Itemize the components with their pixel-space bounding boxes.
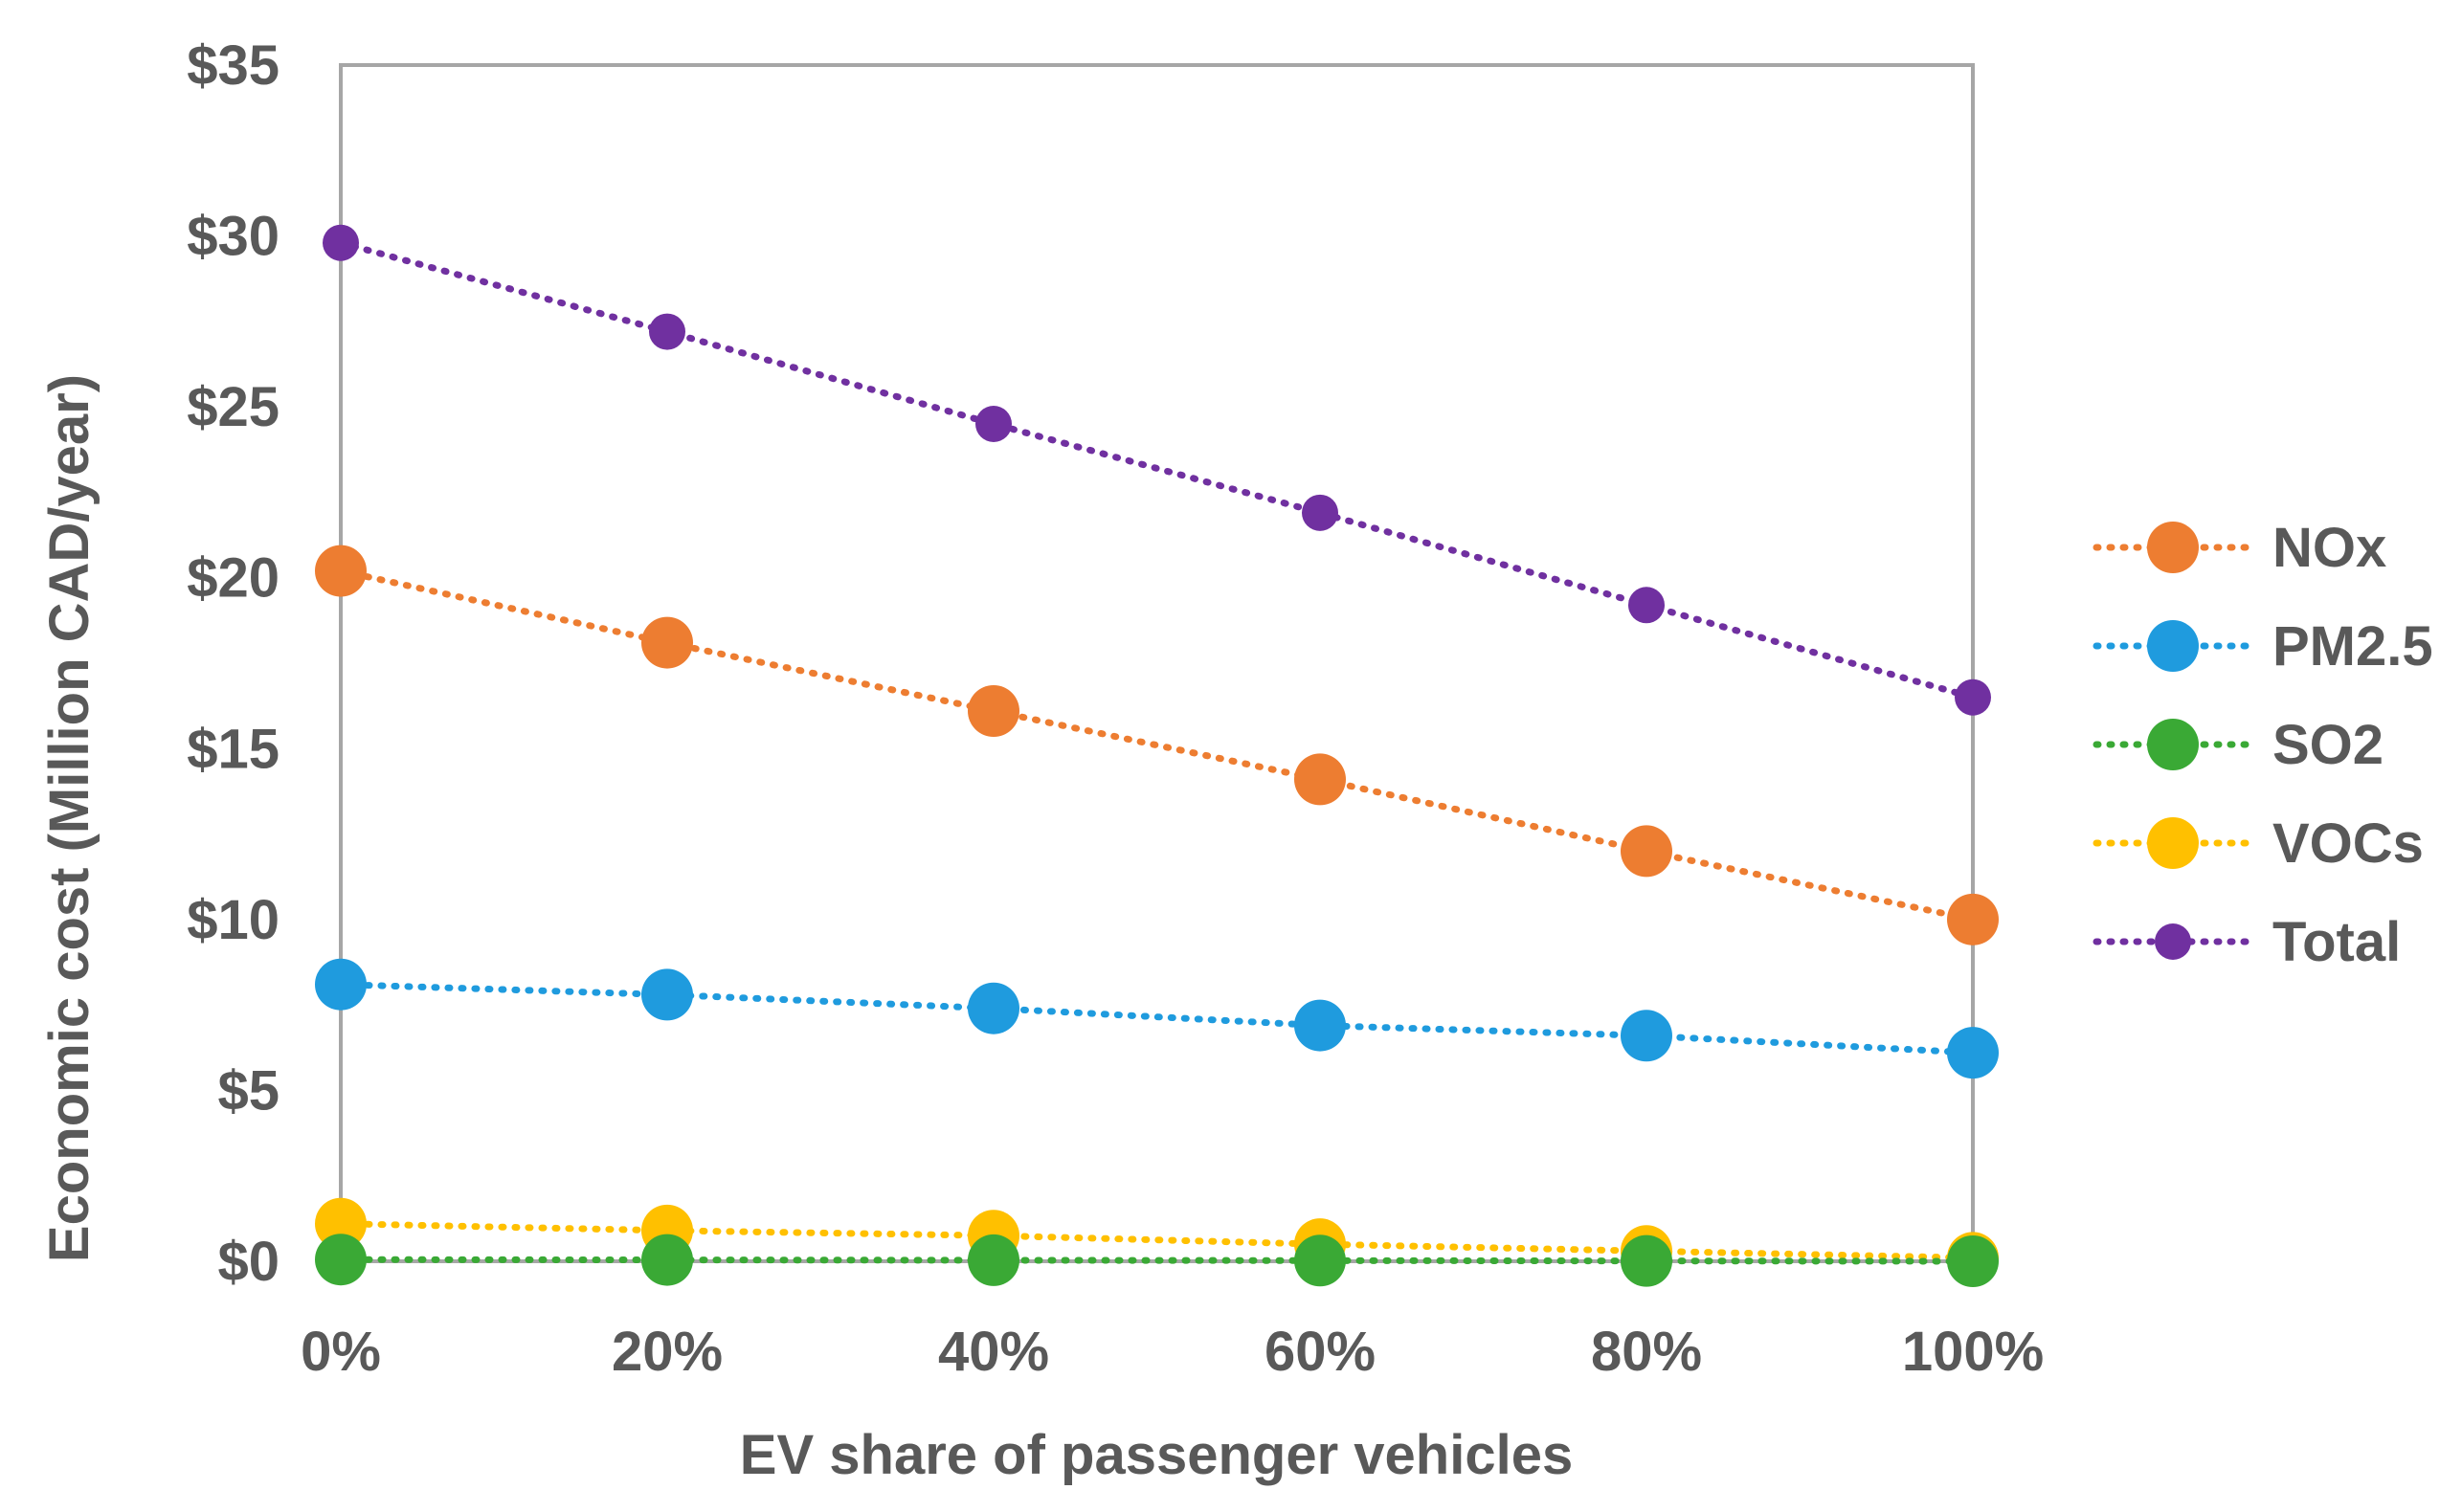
y-axis-title: Economic cost (Million CAD/year): [38, 374, 101, 1262]
data-point: [315, 545, 367, 597]
data-point: [1621, 1234, 1672, 1287]
y-tick-label: $5: [217, 1059, 280, 1122]
x-tick-label: 60%: [1265, 1321, 1376, 1383]
y-tick-label: $10: [187, 889, 280, 951]
data-point: [1947, 1235, 1999, 1287]
legend-item: NOx: [2093, 517, 2386, 579]
series-so2: [315, 1234, 1999, 1287]
x-tick-label: 40%: [938, 1321, 1049, 1383]
legend-item: VOCs: [2093, 812, 2424, 875]
legend-label: SO2: [2272, 714, 2384, 776]
data-point: [315, 1234, 367, 1286]
y-tick-label: $15: [187, 718, 280, 780]
x-tick-label: 0%: [301, 1321, 381, 1383]
data-point: [1294, 1234, 1346, 1287]
data-point: [968, 685, 1019, 737]
y-tick-label: $0: [217, 1231, 280, 1293]
series-nox: [315, 545, 1999, 945]
legend-label: NOx: [2272, 517, 2386, 579]
data-point: [315, 958, 367, 1011]
series-total: [323, 224, 1991, 716]
series-layer: [315, 224, 1999, 1287]
x-tick-label: 20%: [612, 1321, 723, 1383]
legend-marker: [2147, 620, 2199, 672]
series-line: [337, 239, 1977, 701]
data-point: [1302, 494, 1338, 531]
legend-label: PM2.5: [2272, 615, 2433, 678]
legend-marker: [2155, 923, 2191, 960]
legend: NOx PM2.5 SO2 VOCs Total: [2093, 517, 2433, 973]
legend-item: SO2: [2093, 714, 2384, 776]
y-tick-label: $20: [187, 547, 280, 610]
data-point: [323, 224, 359, 261]
y-tick-label: $25: [187, 376, 280, 438]
data-point: [641, 1234, 693, 1286]
legend-item: Total: [2093, 911, 2401, 973]
series-vocs: [315, 1197, 1999, 1284]
data-point: [649, 313, 685, 350]
legend-label: VOCs: [2272, 812, 2424, 875]
data-point: [641, 968, 693, 1021]
data-point: [1947, 893, 1999, 945]
x-axis-tick-labels: 0% 20% 40% 60% 80% 100%: [301, 1321, 2044, 1383]
data-point: [641, 616, 693, 669]
legend-marker: [2147, 719, 2199, 770]
data-point: [1294, 753, 1346, 806]
legend-marker: [2147, 817, 2199, 869]
data-point: [1955, 678, 1991, 716]
x-axis-title: EV share of passenger vehicles: [740, 1424, 1573, 1486]
data-point: [968, 982, 1019, 1034]
data-point: [1947, 1027, 1999, 1079]
data-point: [1628, 587, 1665, 624]
data-point: [975, 406, 1012, 442]
y-axis-tick-labels: $0 $5 $10 $15 $20 $25 $30 $35: [187, 34, 280, 1293]
y-tick-label: $30: [187, 206, 280, 268]
legend-label: Total: [2272, 911, 2401, 973]
y-tick-label: $35: [187, 34, 280, 97]
data-point: [1621, 1010, 1672, 1062]
series-line: [337, 1256, 1977, 1265]
data-point: [1294, 999, 1346, 1052]
legend-item: PM2.5: [2093, 615, 2433, 678]
series-pm2-5: [315, 958, 1999, 1079]
series-line: [337, 1220, 1977, 1261]
data-point: [968, 1234, 1019, 1286]
legend-marker: [2147, 522, 2199, 573]
x-tick-label: 100%: [1902, 1321, 2044, 1383]
x-tick-label: 80%: [1591, 1321, 1702, 1383]
plot-area-frame: [339, 63, 1975, 1263]
data-point: [1621, 825, 1672, 878]
series-line: [337, 981, 1977, 1056]
series-line: [337, 567, 1977, 923]
data-point: [315, 1197, 367, 1250]
